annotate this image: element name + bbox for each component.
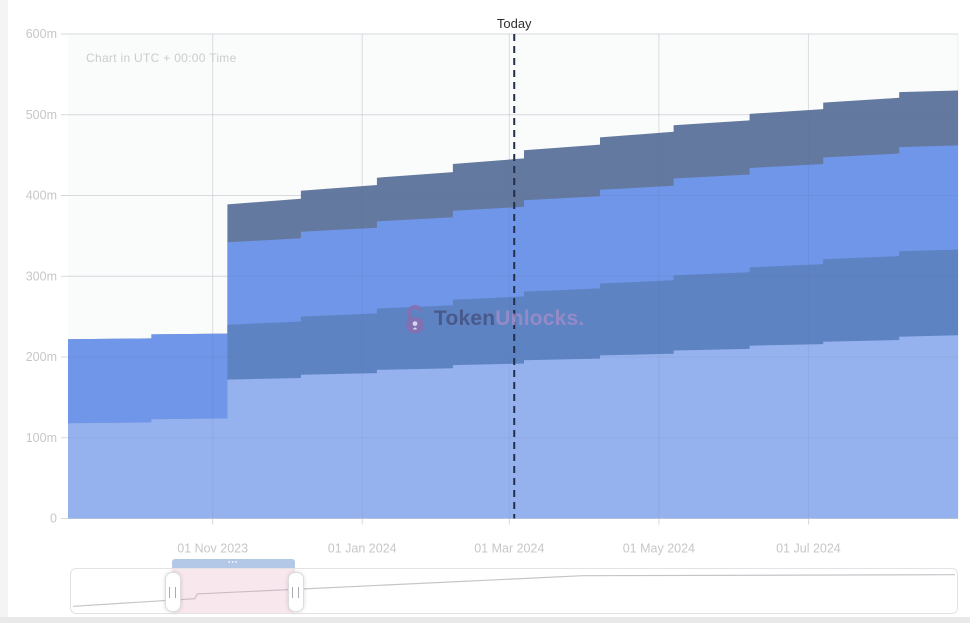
timezone-note: Chart in UTC + 00:00 Time (86, 51, 237, 65)
x-axis-label: 01 May 2024 (623, 542, 695, 556)
range-slider-selection[interactable] (171, 569, 295, 613)
range-slider-right-handle[interactable] (287, 572, 304, 612)
unlock-padlock-icon (403, 304, 434, 334)
y-axis-label: 200m (26, 350, 57, 364)
watermark-brand-token: Token (434, 307, 496, 330)
y-axis-label: 0 (50, 512, 57, 526)
range-slider-selection-bar[interactable]: ⋯ (171, 557, 295, 568)
watermark-brand-unlocks: Unlocks. (495, 307, 585, 330)
grip-dots-icon: ⋯ (227, 557, 239, 568)
range-slider-track[interactable] (70, 568, 958, 614)
unlock-schedule-chart[interactable]: 0 100m 200m 300m 400m 500m 600m 01 Nov 2023 01 J… (0, 0, 970, 560)
today-label: Today (496, 16, 532, 31)
y-axis-label: 100m (26, 431, 57, 445)
page-bottom-strip (0, 617, 970, 623)
y-axis-label: 300m (26, 269, 57, 283)
y-axis-label: 500m (26, 108, 57, 122)
minimap-trend-line (72, 574, 956, 607)
minimap-svg (72, 574, 956, 607)
x-axis-label: 01 Jul 2024 (776, 542, 841, 556)
x-axis-label: 01 Nov 2023 (177, 542, 248, 556)
y-axis-label: 600m (26, 27, 57, 41)
handle-grip-icon (169, 586, 177, 598)
watermark: Token Unlocks. (403, 302, 584, 336)
page-left-gutter (0, 0, 8, 623)
x-axis-label: 01 Jan 2024 (328, 542, 397, 556)
x-axis-label: 01 Mar 2024 (474, 542, 544, 556)
chart-svg: 0 100m 200m 300m 400m 500m 600m 01 Nov 2023 01 J… (26, 27, 959, 556)
range-slider-left-handle[interactable] (164, 572, 181, 612)
area-layer-1-bottom-light-blue[interactable] (68, 335, 958, 519)
handle-grip-icon (292, 586, 299, 598)
y-axis-label: 400m (26, 189, 57, 203)
